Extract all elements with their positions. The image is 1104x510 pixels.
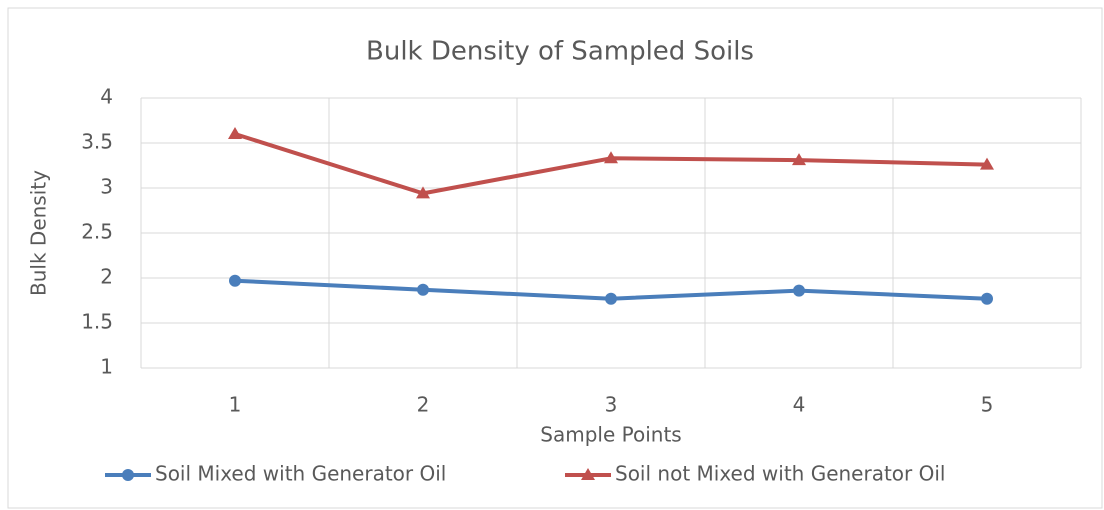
y-tick-label: 2 — [100, 265, 113, 289]
x-tick-label: 5 — [981, 393, 994, 417]
y-tick-label: 2.5 — [81, 220, 113, 244]
legend-marker — [581, 468, 595, 480]
y-tick-label: 1 — [100, 355, 113, 379]
chart-title: Bulk Density of Sampled Soils — [366, 37, 754, 67]
legend-marker — [122, 469, 134, 481]
chart-border — [7, 7, 1103, 509]
x-tick-label: 2 — [417, 393, 430, 417]
x-axis-label: Sample Points — [540, 423, 681, 447]
marker — [980, 157, 994, 170]
marker — [416, 186, 430, 199]
marker — [605, 292, 617, 305]
y-axis-label: Bulk Density — [27, 170, 51, 296]
legend-label: Soil Mixed with Generator Oil — [155, 462, 446, 486]
x-tick-label: 4 — [793, 393, 806, 417]
marker — [792, 153, 806, 166]
x-tick-label: 3 — [605, 393, 618, 417]
marker — [417, 283, 429, 296]
marker — [229, 274, 241, 287]
x-tick-label: 1 — [229, 393, 242, 417]
legend-label: Soil not Mixed with Generator Oil — [615, 462, 945, 486]
marker — [981, 292, 993, 305]
marker — [604, 151, 618, 164]
y-tick-label: 1.5 — [81, 310, 113, 334]
marker — [793, 284, 805, 297]
y-tick-label: 3.5 — [81, 130, 113, 154]
marker — [228, 127, 242, 139]
y-tick-label: 3 — [100, 175, 113, 199]
y-tick-label: 4 — [100, 85, 113, 109]
